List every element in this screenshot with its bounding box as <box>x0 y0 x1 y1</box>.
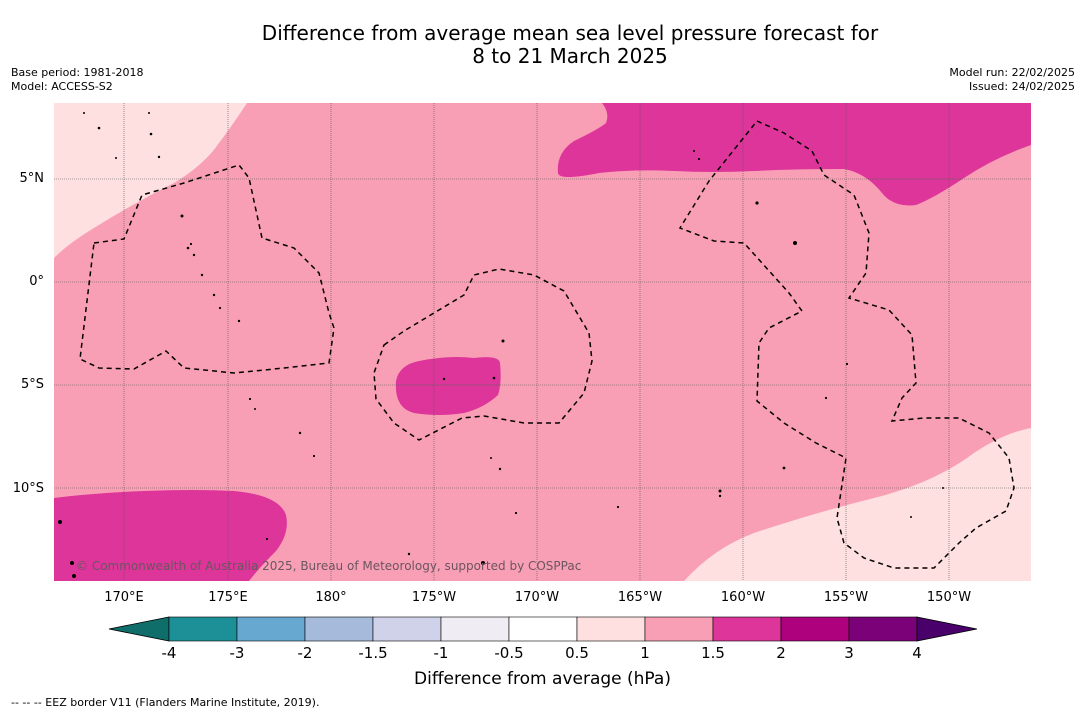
colorbar-title-text: Difference from average (hPa) <box>414 669 671 689</box>
lon-label-170e: 170°E <box>104 590 144 605</box>
cbar-tick: 3 <box>844 644 854 662</box>
colorbar-extend-low <box>108 616 170 642</box>
colorbar-seg-5 <box>440 616 510 642</box>
colorbar-seg-3 <box>304 616 374 642</box>
colorbar-title: Difference from average (hPa) <box>0 669 1085 689</box>
copyright-text: © Commonwealth of Australia 2025, Bureau… <box>76 559 582 573</box>
lon-label-165w: 165°W <box>617 590 663 605</box>
meta-right: Model run: 22/02/2025 Issued: 24/02/2025 <box>949 66 1075 94</box>
cbar-tick: -4 <box>161 644 177 662</box>
cbar-tick: 1.5 <box>701 644 725 662</box>
cbar-tick: -2 <box>297 644 313 662</box>
issued-date: Issued: 24/02/2025 <box>968 80 1075 93</box>
colorbar-seg-9 <box>712 616 782 642</box>
colorbar-seg-2 <box>236 616 306 642</box>
lat-label-0: 0° <box>29 274 44 289</box>
map-title: Difference from average mean sea level p… <box>0 22 1085 68</box>
eez-borders <box>79 120 1015 569</box>
base-period: Base period: 1981-2018 <box>11 66 144 79</box>
map-svg <box>54 103 1031 581</box>
band-1.5-2-central <box>395 357 501 415</box>
islands <box>58 112 944 578</box>
colorbar-seg-8 <box>644 616 714 642</box>
band-1.5-2-north <box>557 103 1031 206</box>
lon-label-160w: 160°W <box>720 590 766 605</box>
band-0.5-1-southeast <box>684 428 1031 581</box>
lat-label-5s: 5°S <box>20 377 44 392</box>
meta-left: Base period: 1981-2018 Model: ACCESS-S2 <box>11 66 143 94</box>
colorbar-seg-10 <box>780 616 850 642</box>
anomaly-map <box>54 103 1031 581</box>
colorbar-extend-high <box>916 616 978 642</box>
model-run: Model run: 22/02/2025 <box>949 66 1075 79</box>
cbar-tick: -3 <box>229 644 245 662</box>
title-line-1: Difference from average mean sea level p… <box>261 21 879 45</box>
title-line-2: 8 to 21 March 2025 <box>472 44 668 68</box>
colorbar-seg-7 <box>576 616 646 642</box>
graticule <box>54 103 1031 581</box>
lat-label-5n: 5°N <box>19 171 45 186</box>
lon-label-155w: 155°W <box>823 590 869 605</box>
lat-label-10s: 10°S <box>12 481 44 496</box>
cbar-tick: -0.5 <box>494 644 524 662</box>
band-1.5-2-southwest <box>54 490 287 581</box>
colorbar-seg-11 <box>848 616 918 642</box>
lon-label-170w: 170°W <box>514 590 560 605</box>
cbar-tick: -1.5 <box>358 644 388 662</box>
footnote: -- -- -- EEZ border V11 (Flanders Marine… <box>11 696 320 709</box>
cbar-tick: 4 <box>912 644 922 662</box>
cbar-tick: 1 <box>640 644 650 662</box>
colorbar-seg-6 <box>508 616 578 642</box>
cbar-tick: -1 <box>433 644 449 662</box>
cbar-tick: 2 <box>776 644 786 662</box>
colorbar-seg-4 <box>372 616 442 642</box>
colorbar-seg-1 <box>168 616 238 642</box>
band-0.5-1-northwest <box>54 103 247 258</box>
lon-label-150w: 150°W <box>926 590 972 605</box>
model-name: Model: ACCESS-S2 <box>11 80 113 93</box>
lon-label-175w: 175°W <box>411 590 457 605</box>
lon-label-180: 180° <box>315 590 347 605</box>
colorbar <box>108 616 978 642</box>
cbar-tick: 0.5 <box>565 644 589 662</box>
lon-label-175e: 175°E <box>208 590 248 605</box>
